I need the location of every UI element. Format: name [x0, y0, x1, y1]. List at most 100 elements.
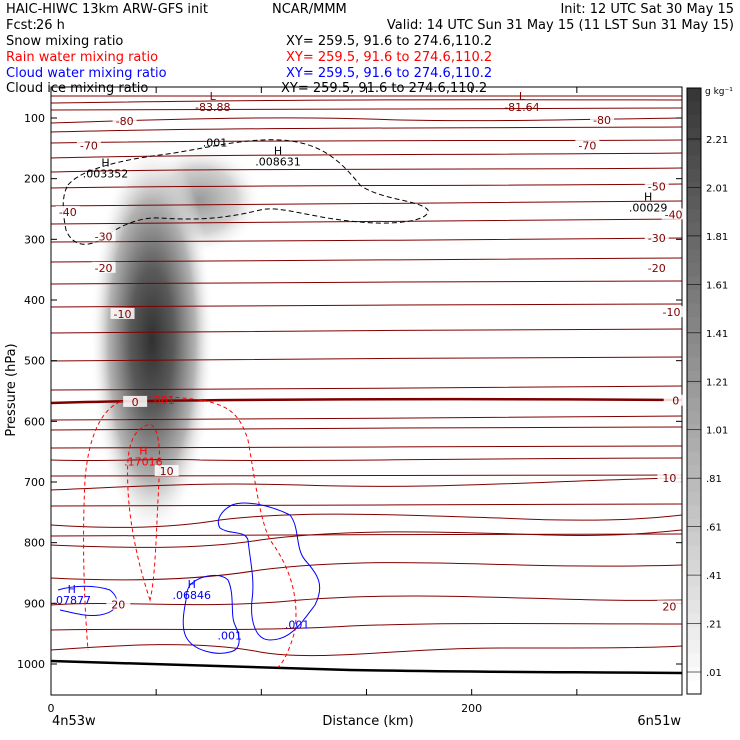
colorbar-tick-label: 2.21: [706, 135, 728, 146]
temperature-label-bg: [659, 306, 684, 318]
temperature-label: -50: [648, 181, 666, 194]
colorbar-tick-label: 1.21: [706, 377, 728, 388]
x-tick-label: 0: [48, 702, 55, 715]
colorbar-swatch: [687, 330, 701, 345]
colorbar-swatch: [687, 572, 701, 587]
colorbar-swatch: [687, 478, 701, 493]
y-tick-label: 700: [24, 476, 45, 489]
temperature-label: -20: [95, 262, 113, 275]
header-fcst-value: 26 h: [36, 18, 65, 33]
extremum-value: .07877: [53, 594, 92, 607]
colorbar-swatch: [687, 599, 701, 614]
temperature-label: -80: [593, 114, 611, 127]
temperature-label-bg: [663, 394, 688, 406]
extremum-mark: H: [188, 578, 196, 591]
cloud-water-contour-2: [182, 574, 240, 654]
temperature-label: -10: [662, 306, 680, 319]
colorbar-swatch: [687, 141, 701, 156]
temperature-label-bg: [661, 208, 686, 220]
temperature-label-bg: [110, 307, 135, 319]
colorbar-swatch: [687, 88, 701, 103]
colorbar-swatch: [687, 667, 701, 682]
isotherm-line: [51, 303, 682, 308]
colorbar-swatch: [687, 640, 701, 655]
colorbar-swatch: [687, 168, 701, 183]
extremum-value: .17016: [124, 456, 163, 469]
temperature-labels: -80 -80 -70 -70 -50 -40 -40 -30 -30 -20 -20 -10 -10 0…: [55, 113, 688, 613]
temperature-label: 10: [662, 472, 676, 485]
temperature-label-bg: [644, 232, 669, 244]
temperature-label: -70: [80, 139, 98, 152]
x-tick-label: 200: [461, 702, 482, 715]
isotherm-line: [51, 152, 682, 159]
colorbar-tick-label: 2.01: [706, 183, 728, 194]
extremum-mark: L: [210, 90, 217, 103]
y-tick-label: 100: [24, 112, 45, 125]
temperature-label: -80: [116, 115, 134, 128]
field-xy-cloud-water: XY= 259.5, 91.6 to 274.6,110.2: [286, 66, 492, 81]
cloud-water-contour: [217, 502, 321, 641]
colorbar-swatch: [687, 276, 701, 291]
x-axis-label: Distance (km): [322, 714, 413, 729]
colorbar-swatch: [687, 128, 701, 143]
colorbar-unit: g kg⁻¹: [705, 87, 733, 97]
colorbar-swatch: [687, 438, 701, 453]
colorbar-swatch: [687, 370, 701, 385]
extremum-value: -81.64: [504, 101, 539, 114]
extremum-value: .008631: [255, 155, 301, 168]
colorbar-swatch: [687, 424, 701, 439]
colorbar-swatch: [687, 680, 701, 695]
colorbar-swatch: [687, 397, 701, 412]
temperature-label-bg: [657, 471, 682, 483]
temperature-label-bg: [76, 139, 101, 151]
temperature-label: 0: [672, 395, 679, 408]
extremum-value: .06846: [172, 589, 211, 602]
temperature-label: -40: [665, 208, 683, 221]
isotherm-line: [51, 623, 682, 631]
colorbar-swatch: [687, 465, 701, 480]
x-start-label: 4n53w: [52, 714, 96, 729]
y-tick-label: 800: [24, 537, 45, 550]
colorbar-swatch: [687, 492, 701, 507]
temperature-label: -20: [648, 262, 666, 275]
temperature-label: 10: [160, 465, 174, 478]
header-valid: Valid: 14 UTC Sun 31 May 15 (11 LST Sun …: [387, 18, 734, 33]
colorbar-swatch: [687, 249, 701, 264]
colorbar-swatch: [687, 451, 701, 466]
temperature-label-bg: [575, 139, 600, 151]
rain-contour-inner: [127, 423, 161, 602]
isotherm-line: [51, 513, 682, 528]
colorbar-swatch: [687, 532, 701, 547]
isotherm-line: [51, 200, 682, 207]
isotherm-line: [51, 280, 682, 285]
field-xy-snow: XY= 259.5, 91.6 to 274.6,110.2: [286, 34, 492, 49]
colorbar-swatch: [687, 384, 701, 399]
snow-shade-core: [90, 140, 214, 540]
header-init: Init: 12 UTC Sat 30 May 15: [560, 2, 734, 17]
isotherm-line: [51, 503, 682, 507]
y-tick-label: 500: [24, 355, 45, 368]
y-tick-label: 200: [24, 173, 45, 186]
colorbar-swatch: [687, 545, 701, 560]
isotherm-line: [51, 183, 682, 189]
y-axis-label: Pressure (hPa): [4, 343, 19, 436]
colorbar-swatch: [687, 586, 701, 601]
colorbar-tick-label: .21: [706, 620, 722, 631]
temperature-label: 20: [662, 600, 676, 613]
y-tick-label: 400: [24, 294, 45, 307]
extremum-value: .00029: [629, 202, 668, 215]
y-tick-label: 600: [24, 415, 45, 428]
colorbar-tick-label: 1.81: [706, 232, 728, 243]
isotherm-line: [51, 117, 682, 124]
colorbar-tick-label: 1.01: [706, 426, 728, 437]
colorbar-swatch: [687, 303, 701, 318]
temperature-label: -30: [95, 230, 113, 243]
colorbar-swatch: [687, 209, 701, 224]
isotherm-line: [51, 457, 682, 462]
isotherm-line: [51, 126, 682, 133]
temperature-label: -30: [648, 232, 666, 245]
colorbar-swatch: [687, 518, 701, 533]
colorbar-swatch: [687, 343, 701, 358]
colorbar-tick-label: .01: [706, 668, 722, 679]
